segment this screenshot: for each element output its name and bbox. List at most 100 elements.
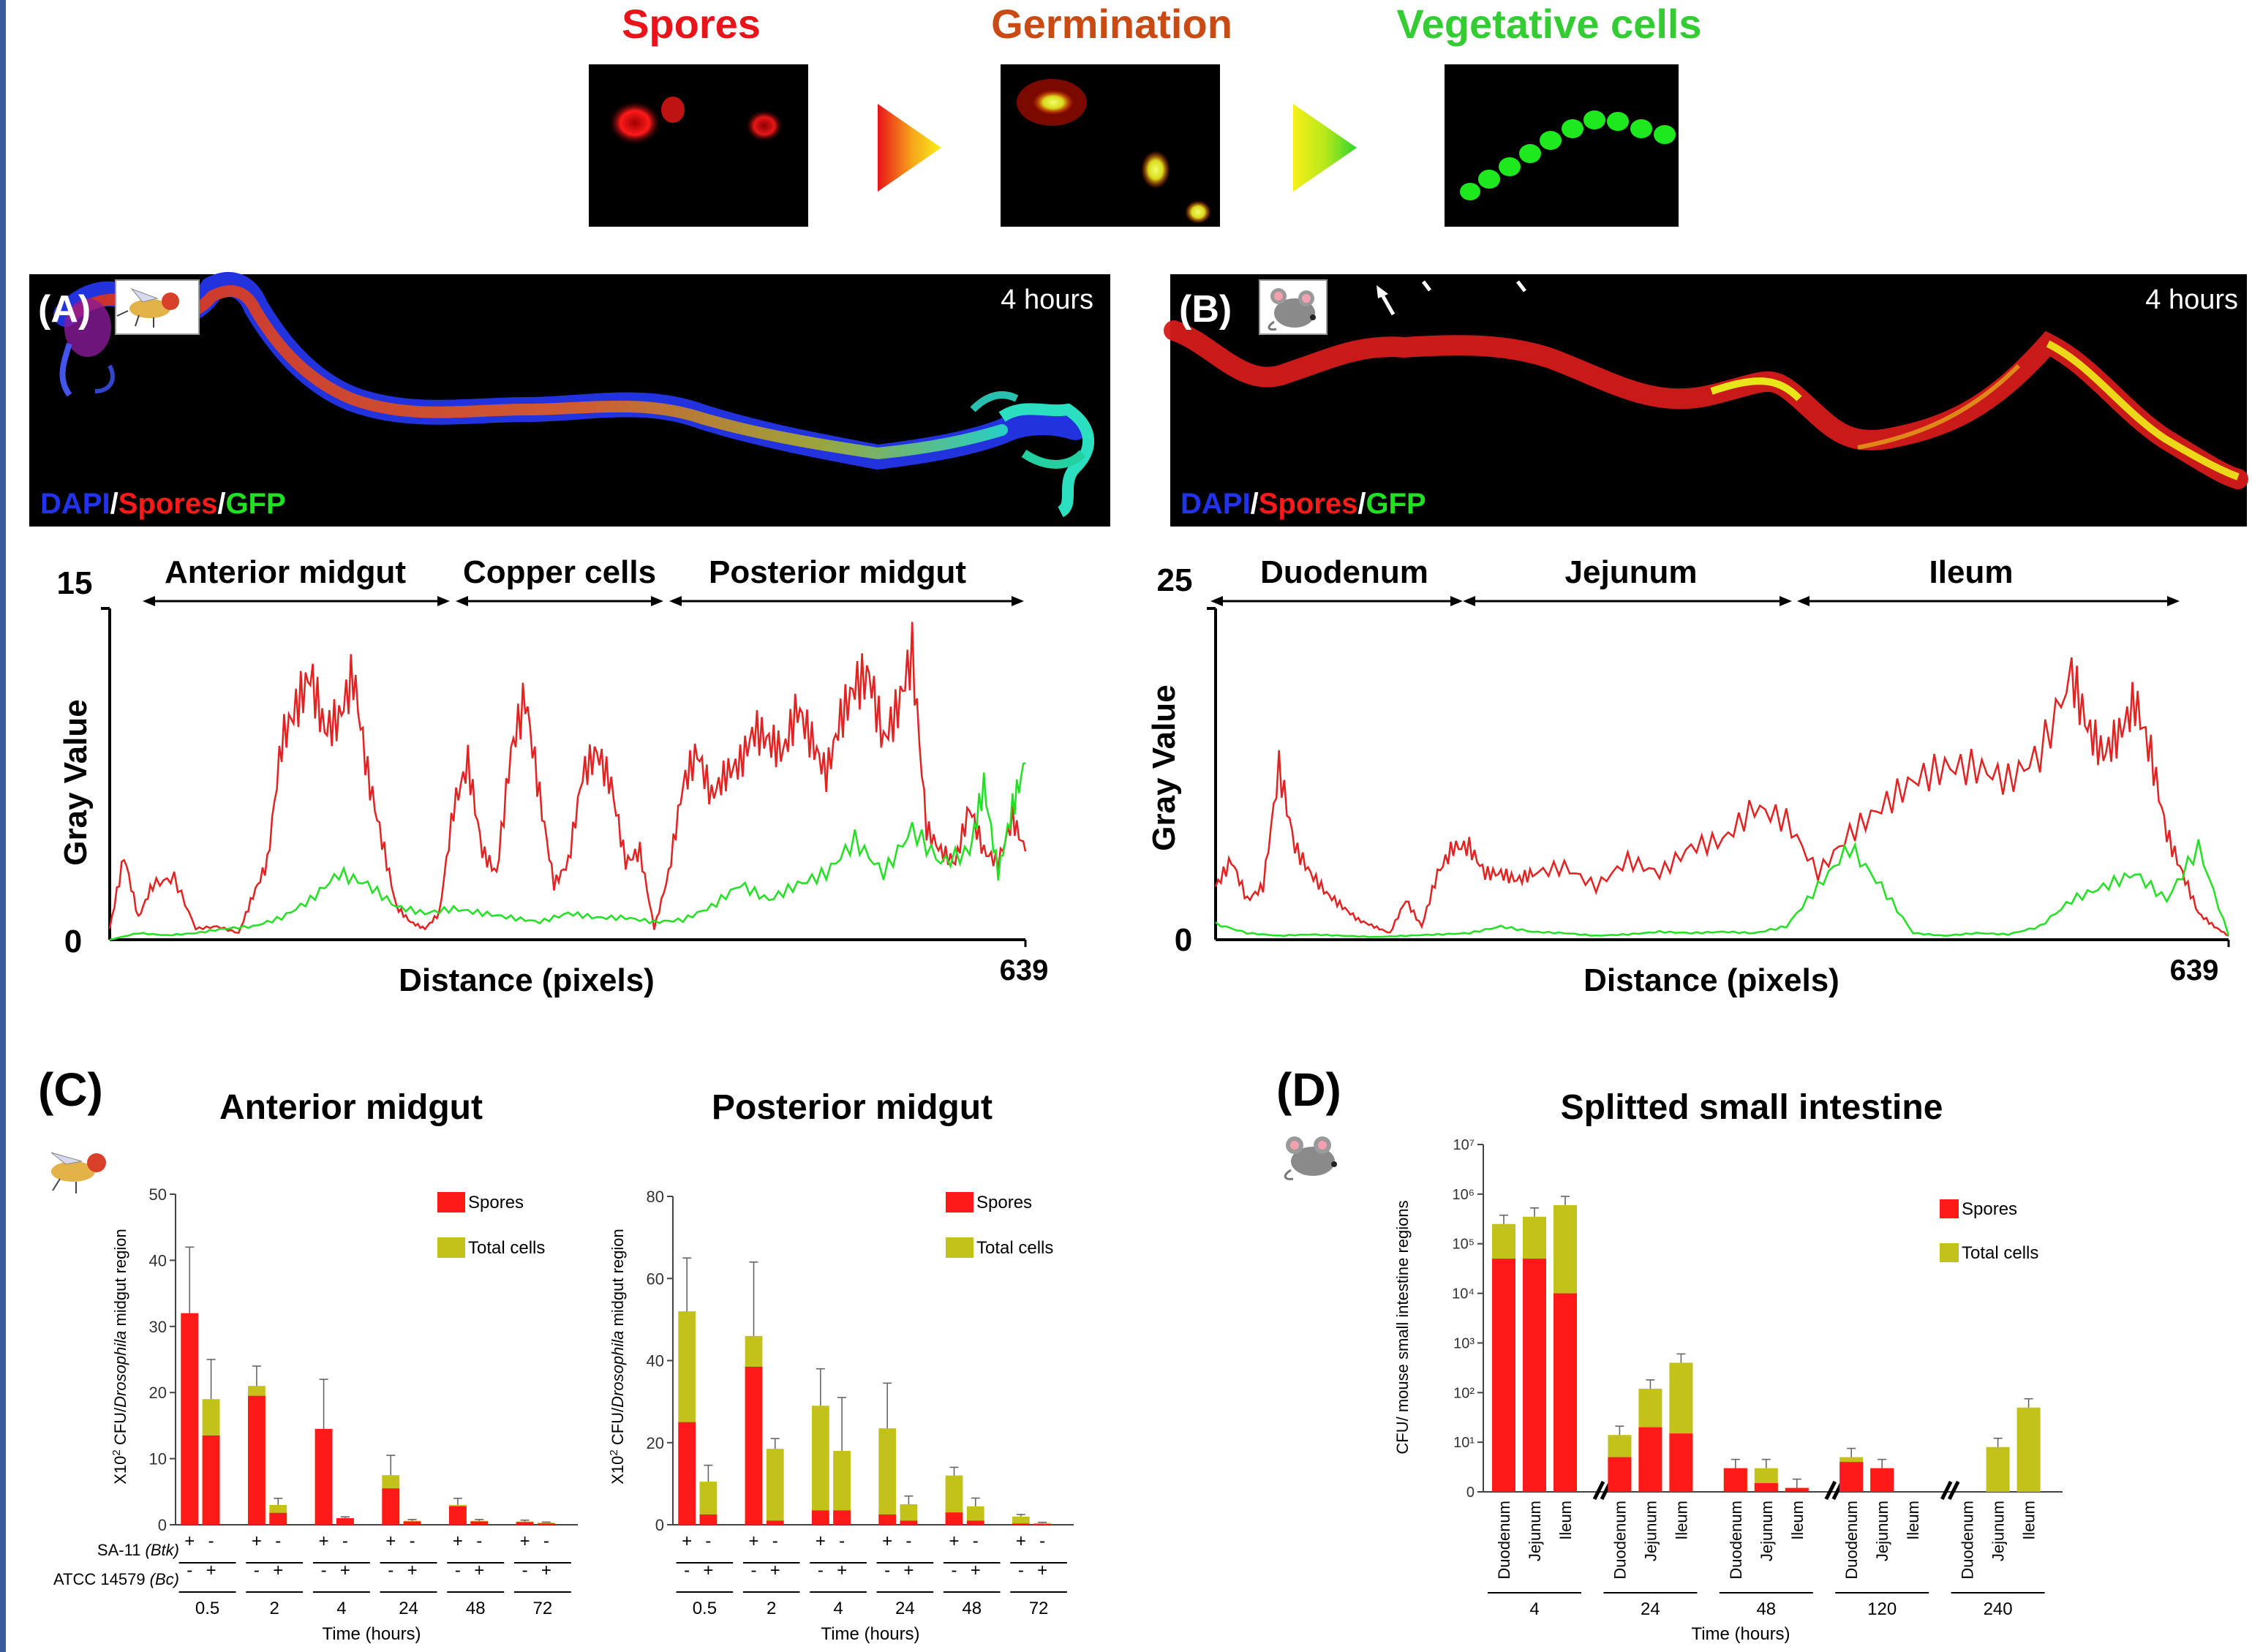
chart-d: 0 10¹ 10² 10³ 10⁴ 10⁵ 10⁶ 10⁷ Duodenum Jejunum Ile… bbox=[1452, 1137, 2063, 1619]
bar-spores bbox=[766, 1520, 784, 1525]
series-line-spores bbox=[108, 622, 1027, 934]
chart-c-right: 020406080+--+0.5+--+2+--+4+--+24+--+48+-… bbox=[647, 1188, 1074, 1618]
x-tick-label: 4 bbox=[833, 1599, 843, 1618]
x-group-label: 120 bbox=[1867, 1599, 1897, 1619]
arrow-icon-spore-to-germ bbox=[878, 104, 941, 192]
bar-spores bbox=[1785, 1487, 1809, 1492]
bar-spores bbox=[449, 1506, 467, 1525]
bar-spores bbox=[1012, 1523, 1030, 1525]
y-tick-label: 20 bbox=[149, 1384, 167, 1402]
panel-b-xlabel: Distance (pixels) bbox=[1583, 962, 1839, 998]
axis-break-mark bbox=[1947, 1480, 1960, 1501]
bc-sign: + bbox=[971, 1561, 981, 1580]
chart-d-ylabel: CFU/ mouse small intestine regions bbox=[1393, 1200, 1412, 1454]
x-category-label: Ileum bbox=[1672, 1501, 1690, 1540]
stage-label-vegetative: Vegetative cells bbox=[1396, 1, 1701, 47]
panel-a-ylabel: Gray Value bbox=[58, 699, 94, 865]
bar-spores bbox=[516, 1522, 534, 1525]
chart-c-left-title: Anterior midgut bbox=[219, 1088, 483, 1127]
row-label-bc: ATCC 14579 (Bc) bbox=[53, 1570, 179, 1588]
x-category-label: Ileum bbox=[1788, 1501, 1807, 1540]
panel-b-region-duodenum: Duodenum bbox=[1260, 554, 1428, 590]
panel-b-ytick-zero: 0 bbox=[1175, 922, 1192, 958]
btk-sign: - bbox=[1039, 1531, 1045, 1551]
panel-b-ytick-top: 25 bbox=[1157, 562, 1193, 598]
bar-spores bbox=[181, 1313, 199, 1525]
bar-total-cells bbox=[766, 1449, 784, 1525]
x-tick-label: 2 bbox=[270, 1599, 279, 1618]
bar-spores bbox=[811, 1510, 829, 1525]
bc-sign: + bbox=[474, 1561, 484, 1580]
x-category-label: Jejunum bbox=[1989, 1501, 2008, 1561]
row-label-btk: SA-11 (Btk) bbox=[97, 1541, 179, 1559]
axis-break-mark bbox=[1824, 1480, 1837, 1501]
x-category-label: Ileum bbox=[1904, 1501, 1922, 1540]
panel-a-tag: (A) bbox=[38, 288, 91, 331]
bar-spores bbox=[966, 1520, 984, 1525]
x-tick-label: 2 bbox=[767, 1599, 776, 1618]
panel-a-region-posterior: Posterior midgut bbox=[709, 554, 966, 590]
arrow-annotation-icon bbox=[1377, 280, 1526, 316]
bar-spores bbox=[745, 1366, 763, 1525]
x-tick-label: 0.5 bbox=[195, 1599, 219, 1618]
bar-total-cells bbox=[1986, 1447, 2010, 1492]
x-category-label: Ileum bbox=[1556, 1501, 1575, 1540]
bar-spores bbox=[202, 1435, 220, 1525]
y-tick-label: 40 bbox=[647, 1352, 664, 1370]
chart-d-xlabel: Time (hours) bbox=[1691, 1624, 1790, 1644]
bar-total-cells bbox=[699, 1482, 718, 1525]
bar-spores bbox=[833, 1510, 851, 1525]
y-tick-label: 10⁶ bbox=[1453, 1187, 1475, 1203]
panel-a-profile-chart: Anterior midgut Copper cells Posterior m… bbox=[57, 554, 1049, 998]
x-category-label: Duodenum bbox=[1495, 1501, 1513, 1580]
bc-sign: - bbox=[522, 1561, 528, 1580]
x-category-label: Jejunum bbox=[1641, 1501, 1660, 1561]
btk-sign: - bbox=[839, 1531, 845, 1551]
legend-label-total: Total cells bbox=[468, 1238, 545, 1258]
btk-sign: + bbox=[385, 1531, 396, 1551]
btk-sign: + bbox=[749, 1531, 759, 1551]
bar-spores bbox=[1608, 1457, 1632, 1492]
bar-spores bbox=[1669, 1433, 1693, 1492]
legend-swatch-total bbox=[437, 1237, 465, 1258]
drosophila-icon-c bbox=[50, 1152, 106, 1193]
x-category-label: Jejunum bbox=[1873, 1501, 1891, 1561]
chart-c-right-ylabel: X102 CFU/Drosophila midgut region bbox=[608, 1229, 628, 1485]
bar-total-cells bbox=[1012, 1516, 1030, 1525]
y-tick-label: 80 bbox=[647, 1188, 664, 1206]
x-group-label: 24 bbox=[1641, 1599, 1660, 1619]
panel-b-region-jejunum: Jejunum bbox=[1565, 554, 1698, 590]
bc-sign: + bbox=[1037, 1561, 1047, 1580]
germination-micrograph bbox=[1001, 64, 1220, 227]
legend-swatch-spores bbox=[1940, 1199, 1959, 1218]
bar-spores bbox=[900, 1520, 918, 1525]
y-tick-label: 60 bbox=[647, 1270, 664, 1288]
spores-micrograph bbox=[589, 64, 808, 227]
btk-sign: + bbox=[252, 1531, 262, 1551]
vegetative-micrograph bbox=[1445, 64, 1679, 227]
panel-b-region-ileum: Ileum bbox=[1929, 554, 2014, 590]
bar-spores bbox=[248, 1395, 266, 1525]
panel-a-plot-area bbox=[101, 607, 1027, 947]
bar-spores bbox=[336, 1517, 354, 1525]
x-category-label: Duodenum bbox=[1727, 1501, 1745, 1580]
y-tick-label: 40 bbox=[149, 1251, 167, 1270]
btk-sign: + bbox=[453, 1531, 463, 1551]
y-tick-label: 0 bbox=[655, 1516, 664, 1534]
y-tick-label: 10⁵ bbox=[1452, 1237, 1475, 1253]
bar-spores bbox=[1870, 1468, 1894, 1492]
bc-sign: - bbox=[884, 1561, 890, 1580]
panel-a-region-copper: Copper cells bbox=[463, 554, 656, 590]
panel-b-stain-legend: DAPI/Spores/GFP bbox=[1180, 488, 1426, 520]
bar-spores bbox=[1033, 1523, 1051, 1525]
x-group-label: 240 bbox=[1984, 1599, 2013, 1619]
btk-sign: + bbox=[319, 1531, 329, 1551]
y-tick-label: 10 bbox=[149, 1450, 167, 1468]
btk-sign: - bbox=[973, 1531, 979, 1551]
legend-label-total: Total cells bbox=[976, 1238, 1053, 1258]
x-tick-label: 24 bbox=[399, 1599, 418, 1618]
btk-sign: - bbox=[208, 1531, 214, 1551]
x-category-label: Jejunum bbox=[1758, 1501, 1776, 1561]
bc-sign: - bbox=[952, 1561, 957, 1580]
